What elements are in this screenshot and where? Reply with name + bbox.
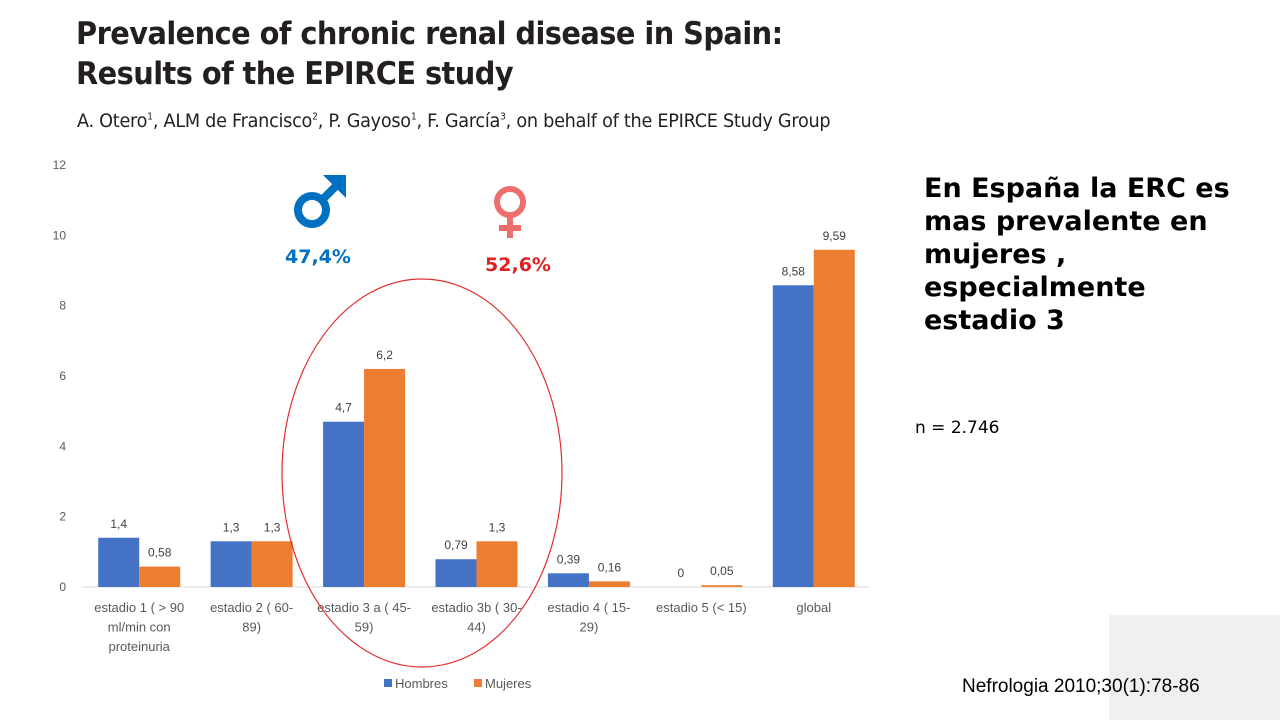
legend-label: Hombres xyxy=(395,676,448,691)
legend-label: Mujeres xyxy=(485,676,532,691)
bar-mujeres xyxy=(364,368,406,587)
bars: 1,4 0,58 1,3 1,3 4,7 6,2 0,79 1,3 0,39 0,16 0 0,05 8… xyxy=(98,229,855,588)
author: F. García xyxy=(427,110,501,132)
highlight-ellipse xyxy=(281,278,563,668)
data-label: 0,05 xyxy=(710,564,734,578)
data-label: 0,39 xyxy=(557,552,581,566)
sample-size-label: n = 2.746 xyxy=(915,418,1000,438)
x-tick-label: 29) xyxy=(580,620,599,635)
y-tick-label: 2 xyxy=(59,510,66,524)
x-tick-label: 89) xyxy=(242,620,261,635)
x-axis-labels: estadio 1 ( > 90 ml/min con proteinuria est… xyxy=(94,600,831,654)
bar-mujeres xyxy=(588,581,630,587)
data-label: 1,3 xyxy=(223,520,240,534)
x-tick-label: proteinuria xyxy=(108,639,170,654)
bar-hombres xyxy=(210,541,252,587)
author: ALM de Francisco xyxy=(163,110,313,132)
data-label: 6,2 xyxy=(376,348,393,362)
title-line-2: Results of the EPIRCE study xyxy=(76,56,514,92)
corner-panel xyxy=(1109,615,1280,720)
x-tick-label: ml/min con xyxy=(108,620,171,635)
data-label: 0,16 xyxy=(598,560,622,574)
bar-hombres xyxy=(547,573,589,587)
bar-hombres xyxy=(772,285,814,587)
data-label: 0,58 xyxy=(148,546,172,560)
legend-swatch-hombres xyxy=(384,679,392,687)
slide-title: Prevalence of chronic renal disease in S… xyxy=(76,14,783,94)
data-label: 9,59 xyxy=(823,229,847,243)
x-tick-label: global xyxy=(796,600,831,615)
bar-mujeres xyxy=(813,249,855,588)
affiliation-mark: 3 xyxy=(500,111,506,123)
author: A. Otero xyxy=(77,110,148,132)
female-symbol-icon xyxy=(494,186,526,238)
bar-mujeres xyxy=(476,541,518,587)
bar-hombres xyxy=(323,421,365,587)
legend: Hombres Mujeres xyxy=(384,676,532,691)
data-label: 1,3 xyxy=(489,520,506,534)
legend-swatch-mujeres xyxy=(474,679,482,687)
affiliation-mark: 2 xyxy=(312,111,318,123)
male-percent: 47,4% xyxy=(285,246,351,268)
data-label: 0,79 xyxy=(444,538,468,552)
data-label: 0 xyxy=(678,566,685,580)
x-tick-label: estadio 3b ( 30- xyxy=(431,600,521,615)
bar-hombres xyxy=(98,537,140,587)
bar-mujeres xyxy=(701,585,743,587)
y-tick-label: 6 xyxy=(59,369,66,383)
x-tick-label: estadio 5 (< 15) xyxy=(656,600,747,615)
data-label: 1,3 xyxy=(264,520,281,534)
bar-mujeres xyxy=(251,541,293,587)
data-label: 1,4 xyxy=(110,517,127,531)
side-note: En España la ERC es mas prevalente en mu… xyxy=(924,173,1230,336)
authors-line: A. Otero1, ALM de Francisco2, P. Gayoso1… xyxy=(77,110,831,132)
male-symbol-icon xyxy=(294,175,346,228)
citation: Nefrologia 2010;30(1):78-86 xyxy=(962,676,1200,697)
x-tick-label: estadio 3 a ( 45- xyxy=(317,600,411,615)
y-tick-label: 0 xyxy=(59,580,66,594)
bar-hombres xyxy=(435,559,477,587)
x-tick-label: estadio 4 ( 15- xyxy=(547,600,630,615)
bar-mujeres xyxy=(139,566,181,587)
y-tick-label: 4 xyxy=(59,439,66,453)
x-tick-label: estadio 2 ( 60- xyxy=(210,600,293,615)
authors-suffix: on behalf of the EPIRCE Study Group xyxy=(516,110,831,132)
y-tick-label: 10 xyxy=(53,228,67,242)
y-tick-label: 8 xyxy=(59,299,66,313)
x-tick-label: 44) xyxy=(467,620,486,635)
affiliation-mark: 1 xyxy=(410,111,417,123)
data-label: 8,58 xyxy=(782,264,806,278)
y-axis: 0 2 4 6 8 10 12 xyxy=(53,158,67,594)
y-tick-label: 12 xyxy=(53,158,67,172)
author: P. Gayoso xyxy=(328,110,411,132)
data-label: 4,7 xyxy=(335,401,352,415)
title-line-1: Prevalence of chronic renal disease in S… xyxy=(76,16,783,52)
x-tick-label: 59) xyxy=(355,620,374,635)
x-tick-label: estadio 1 ( > 90 xyxy=(94,600,184,615)
affiliation-mark: 1 xyxy=(147,111,153,123)
female-percent: 52,6% xyxy=(485,254,551,276)
